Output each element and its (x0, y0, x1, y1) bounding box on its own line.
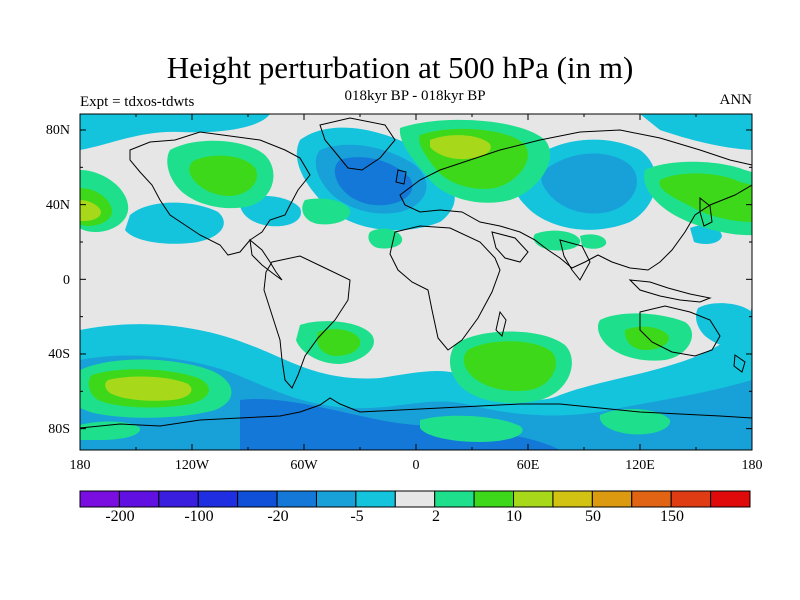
contour-pos-strong-west-pacific-nw (80, 200, 101, 221)
colorbar-swatch (591, 490, 633, 508)
coastline-india (559, 239, 591, 281)
colorbar-label-50: 50 (585, 508, 601, 525)
colorbar-swatch (118, 490, 160, 508)
colorbar-swatch (158, 490, 199, 508)
colorbar-swatch (355, 490, 396, 508)
coastline-uk (395, 169, 407, 185)
contour-neg-light-pacific-north (125, 202, 224, 244)
coastline-arabia (491, 231, 529, 263)
colorbar-label-minus20: -20 (267, 508, 289, 525)
colorbar-swatch (710, 490, 751, 508)
contour-neg-light-australia-west (696, 303, 752, 351)
lat-label-40s: 40S (48, 347, 70, 362)
experiment-label: Expt = tdxos-tdwts (80, 94, 195, 110)
contour-pos-strong-south-pacific (105, 376, 192, 401)
colorbar-swatch (473, 490, 515, 508)
contour-pos-light-south-pacific-east (599, 408, 671, 435)
coastline-greenland (319, 117, 396, 171)
colorbar (79, 490, 751, 508)
coastline-north-america (129, 131, 311, 256)
axis-ticks (79, 114, 753, 450)
contour-neg-mid-siberia (541, 153, 637, 214)
coastline-africa (389, 225, 501, 351)
colorbar-swatch (631, 490, 672, 508)
contour-regions (80, 114, 752, 450)
lat-label-40n: 40N (45, 198, 70, 213)
contour-pos-light-antarctic-coast (420, 415, 523, 442)
lat-label-80s: 80S (48, 422, 70, 437)
colorbar-swatch (394, 490, 436, 508)
season-label: ANN (719, 92, 753, 108)
contour-pos-light-india (533, 230, 581, 251)
colorbar-swatch (434, 490, 475, 508)
coastline-australia (639, 305, 721, 357)
colorbar-swatch (315, 490, 357, 508)
contour-pos-light-mediterranean (368, 228, 403, 249)
lon-label-120e: 120E (625, 458, 655, 473)
contour-pos-mid-south-indian (463, 341, 556, 392)
coastline-new-zealand (733, 354, 746, 373)
lat-label-0: 0 (63, 273, 70, 288)
coastline-antarctica (80, 397, 752, 429)
coastline-japan (699, 196, 713, 227)
chart-title: Height perturbation at 500 hPa (in m) (166, 50, 634, 85)
colorbar-label-minus100: -100 (184, 508, 214, 525)
contour-pos-mid-south-atlantic (316, 329, 361, 356)
colorbar-label-minus200: -200 (105, 508, 135, 525)
colorbar-label-minus5: -5 (350, 508, 364, 525)
lon-label-60e: 60E (516, 458, 540, 473)
contour-neg-light-arctic-west (80, 114, 270, 150)
contour-neg-light-arctic-east (640, 114, 752, 150)
contour-pos-mid-north-america (189, 155, 258, 196)
colorbar-swatch (79, 490, 120, 508)
colorbar-swatch (197, 490, 239, 508)
contour-pos-strong-europe (430, 135, 491, 160)
colorbar-swatch (237, 490, 278, 508)
colorbar-label-150: 150 (660, 508, 684, 525)
contour-pos-mid-east-asia (659, 173, 752, 222)
chart-subtitle: 018kyr BP - 018kyr BP (344, 88, 486, 104)
colorbar-label-2: 2 (432, 508, 440, 525)
contour-pos-light-se-asia (580, 234, 607, 249)
coastline-central-america (249, 238, 283, 281)
lon-label-180e: 180 (741, 458, 763, 473)
coastline-eurasia (399, 129, 752, 271)
lon-label-180w: 180 (69, 458, 91, 473)
coastline-south-america (263, 255, 351, 389)
contour-pos-mid-australia-sw (624, 326, 669, 350)
colorbar-swatch (513, 490, 554, 508)
colorbar-label-10: 10 (506, 508, 522, 525)
contour-pos-light-atlantic-east (302, 198, 351, 225)
lon-label-0: 0 (412, 458, 420, 473)
lon-label-60w: 60W (290, 458, 318, 473)
lon-label-120w: 120W (174, 458, 210, 473)
coastline-indonesia (628, 279, 712, 303)
colorbar-swatch (670, 490, 712, 508)
colorbar-swatch (552, 490, 593, 508)
lat-label-80n: 80N (45, 123, 70, 138)
coastline-madagascar (495, 310, 507, 337)
map-field (80, 114, 752, 450)
colorbar-swatch (276, 490, 317, 508)
coastlines (80, 117, 752, 429)
